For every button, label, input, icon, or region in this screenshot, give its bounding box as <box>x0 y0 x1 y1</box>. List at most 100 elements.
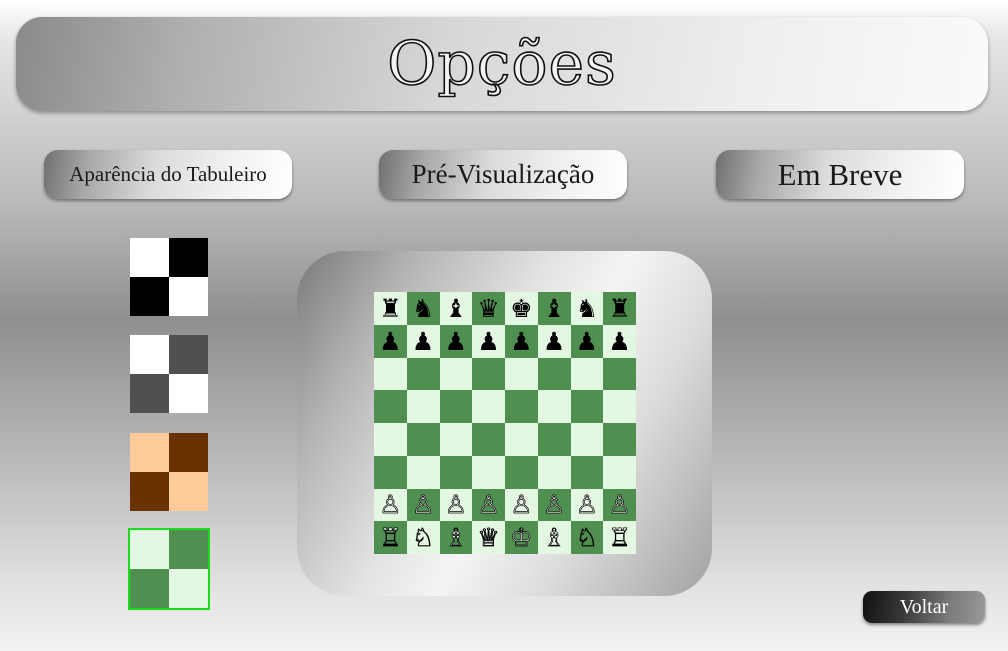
board-square: ♖ <box>603 521 636 554</box>
board-square <box>537 455 571 489</box>
board-square: ♟ <box>439 324 473 358</box>
swatch-light-square <box>169 374 208 413</box>
black-rook-icon: ♜ <box>608 293 631 323</box>
swatch-dark-square <box>169 530 208 569</box>
board-square: ♖ <box>374 521 407 554</box>
board-square <box>439 390 473 423</box>
black-pawn-icon: ♟ <box>542 326 566 356</box>
white-knight-icon: ♘ <box>575 523 599 553</box>
black-pawn-icon: ♟ <box>379 326 402 356</box>
black-bishop-icon: ♝ <box>542 293 566 323</box>
black-king-icon: ♚ <box>510 293 533 323</box>
board-square <box>406 390 440 423</box>
board-square: ♙ <box>570 488 604 522</box>
black-knight-icon: ♞ <box>411 293 435 323</box>
white-rook-icon: ♖ <box>379 523 402 553</box>
white-pawn-icon: ♙ <box>444 490 468 520</box>
board-square: ♞ <box>570 292 604 325</box>
white-pawn-icon: ♙ <box>542 490 566 520</box>
board-square: ♞ <box>406 292 440 325</box>
preview-chessboard: ♜ ♞ ♝ ♛ ♚ ♝ ♞ ♜ ♟ ♟ ♟ ♟ ♟ ♟ ♟ ♟ ♙ ♙ ♙ ♙ ♙ ♙ ♙ ♙ ♖ ♘ ♗ ♕ ♔ ♗ ♘ ♖ <box>374 292 636 554</box>
black-pawn-icon: ♟ <box>411 326 435 356</box>
board-square: ♝ <box>537 292 571 325</box>
board-square: ♜ <box>603 292 636 325</box>
board-square: ♟ <box>472 324 505 358</box>
white-bishop-icon: ♗ <box>542 523 566 553</box>
board-square <box>603 357 636 391</box>
board-square: ♟ <box>406 324 440 358</box>
black-pawn-icon: ♟ <box>444 326 468 356</box>
white-pawn-icon: ♙ <box>575 490 599 520</box>
board-square: ♙ <box>439 488 473 522</box>
white-pawn-icon: ♙ <box>411 490 435 520</box>
board-square <box>472 390 505 423</box>
board-square: ♙ <box>603 488 636 522</box>
swatch-light-square <box>130 530 169 569</box>
board-square: ♟ <box>570 324 604 358</box>
back-button[interactable]: Voltar <box>863 591 985 623</box>
tab-coming-soon[interactable]: Em Breve <box>716 150 964 199</box>
board-square: ♟ <box>374 324 407 358</box>
board-square <box>406 455 440 489</box>
board-square <box>603 423 636 456</box>
black-knight-icon: ♞ <box>575 293 599 323</box>
board-square <box>472 357 505 391</box>
board-square <box>439 423 473 456</box>
board-square: ♕ <box>472 521 505 554</box>
white-pawn-icon: ♙ <box>379 490 402 520</box>
board-square <box>439 455 473 489</box>
theme-swatch-grey[interactable] <box>130 335 208 413</box>
theme-swatch-black-white[interactable] <box>130 238 208 316</box>
board-square <box>406 357 440 391</box>
swatch-dark-square <box>169 335 208 374</box>
white-king-icon: ♔ <box>510 523 533 553</box>
page-title: Opções <box>386 28 617 100</box>
board-square <box>537 357 571 391</box>
board-square: ♟ <box>505 324 538 358</box>
swatch-dark-square <box>130 374 169 413</box>
board-square <box>505 423 538 456</box>
white-pawn-icon: ♙ <box>510 490 533 520</box>
swatch-light-square <box>169 569 208 608</box>
board-square: ♜ <box>374 292 407 325</box>
swatch-dark-square <box>130 277 169 316</box>
board-square <box>537 423 571 456</box>
swatch-dark-square <box>130 569 169 608</box>
white-rook-icon: ♖ <box>608 523 631 553</box>
swatch-light-square <box>130 238 169 277</box>
swatch-light-square <box>130 433 169 472</box>
board-square <box>374 390 407 423</box>
swatch-light-square <box>169 472 208 511</box>
board-square <box>439 357 473 391</box>
board-square <box>472 423 505 456</box>
board-square: ♟ <box>537 324 571 358</box>
board-square <box>570 390 604 423</box>
board-square: ♙ <box>406 488 440 522</box>
board-square <box>374 455 407 489</box>
board-square: ♘ <box>406 521 440 554</box>
black-pawn-icon: ♟ <box>608 326 631 356</box>
board-square <box>603 455 636 489</box>
swatch-light-square <box>130 335 169 374</box>
swatch-dark-square <box>169 238 208 277</box>
board-square: ♟ <box>603 324 636 358</box>
board-square: ♙ <box>505 488 538 522</box>
black-pawn-icon: ♟ <box>477 326 500 356</box>
black-pawn-icon: ♟ <box>510 326 533 356</box>
swatch-dark-square <box>130 472 169 511</box>
board-square <box>374 357 407 391</box>
board-square <box>505 455 538 489</box>
theme-swatch-green[interactable] <box>128 528 210 610</box>
tab-board-appearance[interactable]: Aparência do Tabuleiro <box>44 150 292 199</box>
board-square <box>472 455 505 489</box>
board-square: ♔ <box>505 521 538 554</box>
swatch-dark-square <box>169 433 208 472</box>
board-square <box>374 423 407 456</box>
theme-swatch-brown[interactable] <box>130 433 208 511</box>
board-square <box>537 390 571 423</box>
black-pawn-icon: ♟ <box>575 326 599 356</box>
board-square <box>570 423 604 456</box>
tab-preview[interactable]: Pré-Visualização <box>379 150 627 199</box>
white-knight-icon: ♘ <box>411 523 435 553</box>
board-square: ♗ <box>439 521 473 554</box>
